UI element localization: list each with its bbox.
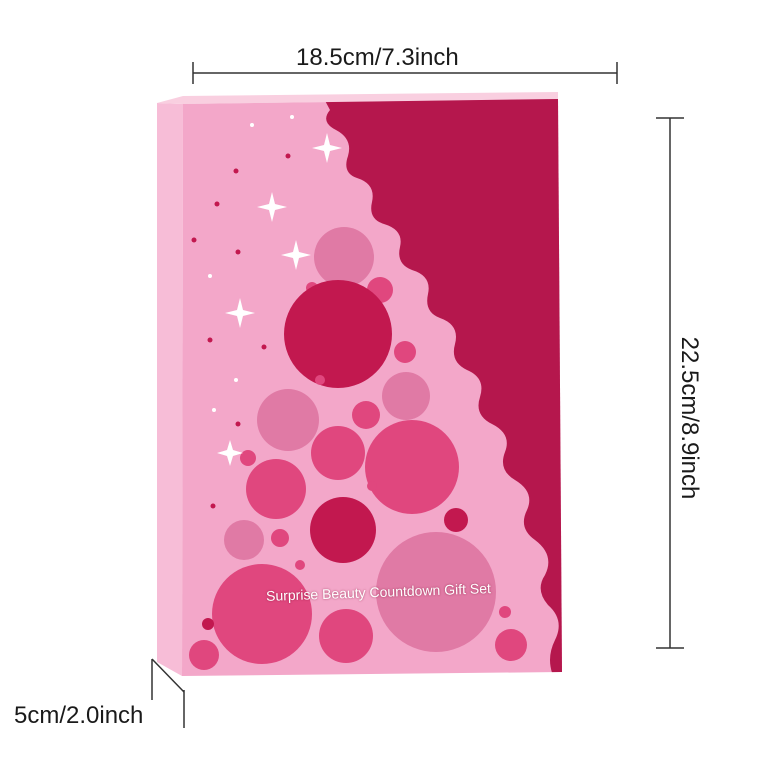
- small-star-dots: [191, 153, 291, 509]
- crimson-panel: [322, 99, 562, 676]
- depth-dimension-line: [151, 658, 185, 693]
- box-side-panel: [157, 103, 183, 676]
- depth-label: 5cm/2.0inch: [14, 702, 144, 729]
- width-label: 18.5cm/7.3inch: [296, 44, 459, 71]
- sparkle-icons: [208, 115, 342, 466]
- bubble-tree: [189, 227, 527, 670]
